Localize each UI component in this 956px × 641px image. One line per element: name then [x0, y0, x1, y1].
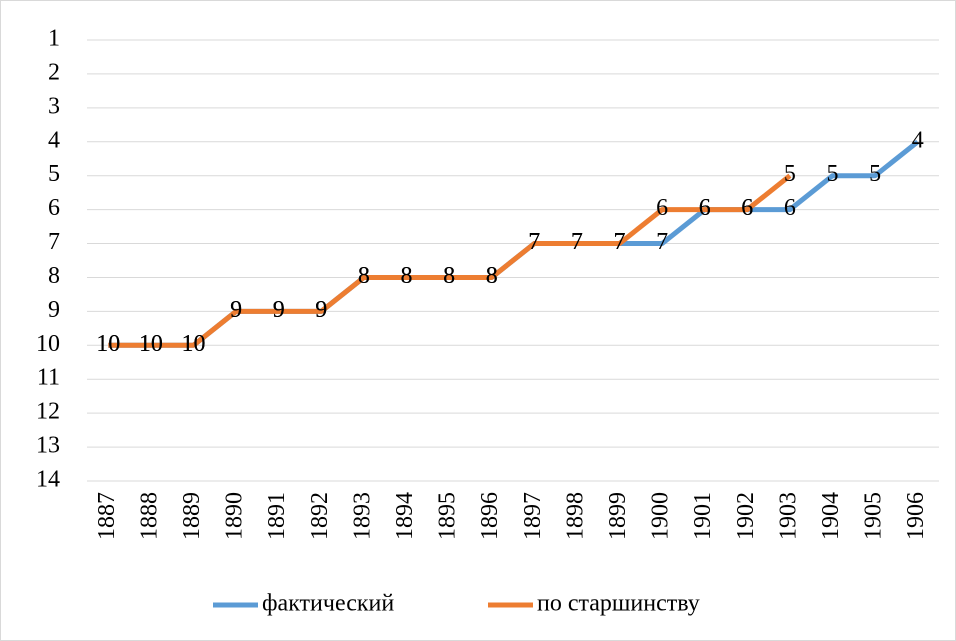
- data-label: 10: [182, 331, 206, 357]
- y-tick-label: 14: [36, 467, 60, 493]
- x-tick-label: 1890: [222, 492, 248, 540]
- data-label: 8: [443, 263, 455, 289]
- x-tick-label: 1901: [690, 492, 716, 540]
- data-label: 4: [912, 127, 924, 153]
- data-label: 7: [571, 229, 583, 255]
- data-label: 10: [96, 331, 120, 357]
- y-tick-label: 6: [48, 195, 60, 221]
- data-label: 7: [614, 229, 626, 255]
- data-label: 9: [315, 297, 327, 323]
- y-tick-label: 12: [36, 399, 60, 425]
- data-label: 7: [571, 229, 583, 255]
- series-line: [108, 173, 792, 348]
- data-label: 10: [139, 331, 163, 357]
- data-label: 5: [784, 161, 796, 187]
- data-label: 9: [230, 297, 242, 323]
- data-label: 9: [273, 297, 285, 323]
- y-tick-label: 4: [48, 127, 60, 153]
- y-tick-label: 13: [36, 433, 60, 459]
- x-tick-label: 1892: [307, 492, 333, 540]
- y-tick-label: 1: [48, 26, 60, 52]
- y-tick-label: 11: [37, 365, 60, 391]
- x-tick-label: 1905: [861, 492, 887, 540]
- x-tick-label: 1896: [477, 492, 503, 540]
- y-tick-label: 10: [36, 331, 60, 357]
- data-label: 8: [443, 263, 455, 289]
- data-label: 9: [230, 297, 242, 323]
- data-label: 6: [699, 195, 711, 221]
- data-label: 7: [528, 229, 540, 255]
- data-label: 8: [486, 263, 498, 289]
- x-tick-label: 1906: [903, 492, 929, 540]
- x-tick-label: 1904: [818, 492, 844, 540]
- x-tick-label: 1902: [733, 492, 759, 540]
- data-label: 7: [528, 229, 540, 255]
- x-tick-label: 1903: [775, 492, 801, 540]
- data-label: 10: [139, 331, 163, 357]
- data-label: 6: [656, 195, 668, 221]
- x-tick-label: 1891: [264, 492, 290, 540]
- y-tick-label: 9: [48, 297, 60, 323]
- data-label: 6: [784, 195, 796, 221]
- x-tick-label: 1900: [648, 492, 674, 540]
- x-tick-label: 1894: [392, 492, 418, 540]
- x-tick-label: 1889: [179, 492, 205, 540]
- y-tick-label: 3: [48, 93, 60, 119]
- data-label: 8: [358, 263, 370, 289]
- data-label: 7: [656, 229, 668, 255]
- data-label: 8: [486, 263, 498, 289]
- data-label: 8: [401, 263, 413, 289]
- x-tick-label: 1895: [435, 492, 461, 540]
- x-tick-label: 1888: [136, 492, 162, 540]
- y-tick-label: 8: [48, 263, 60, 289]
- x-tick-label: 1887: [94, 492, 120, 540]
- data-label: 8: [358, 263, 370, 289]
- y-tick-label: 7: [48, 229, 60, 255]
- x-tick-label: 1898: [562, 492, 588, 540]
- data-label: 7: [614, 229, 626, 255]
- data-label: 6: [741, 195, 753, 221]
- x-tick-label: 1893: [349, 492, 375, 540]
- x-tick-label: 1897: [520, 492, 546, 540]
- y-tick-label: 5: [48, 161, 60, 187]
- data-label: 5: [827, 161, 839, 187]
- legend-label: фактический: [262, 591, 394, 617]
- data-label: 10: [182, 331, 206, 357]
- data-label: 10: [96, 331, 120, 357]
- y-tick-label: 2: [48, 59, 60, 85]
- x-tick-label: 1899: [605, 492, 631, 540]
- data-label: 6: [741, 195, 753, 221]
- data-label: 9: [273, 297, 285, 323]
- data-label: 5: [869, 161, 881, 187]
- legend-label: по старшинству: [537, 591, 700, 617]
- data-label: 9: [315, 297, 327, 323]
- data-label: 6: [699, 195, 711, 221]
- data-label: 8: [401, 263, 413, 289]
